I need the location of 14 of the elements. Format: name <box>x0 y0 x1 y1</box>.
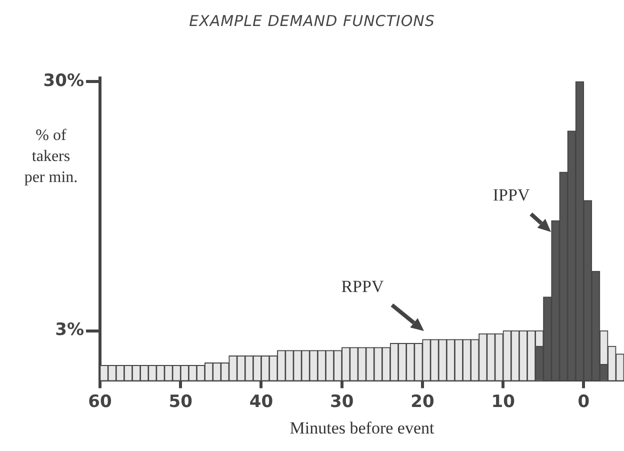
text: RPPV <box>341 276 384 296</box>
x-tick-label: 40 <box>249 392 274 412</box>
x-tick-label: 50 <box>168 392 193 412</box>
x-tick-label: 20 <box>410 392 434 412</box>
x-tick-label: 60 <box>88 392 112 412</box>
x-axis-title: Minutes before event <box>290 418 434 438</box>
x-tick-label: 30 <box>330 392 354 412</box>
chart-title: EXAMPLE DEMAND FUNCTIONS <box>188 12 436 30</box>
series-label: IPPV <box>492 186 530 205</box>
y-axis-title: % of takers per min. <box>23 126 79 188</box>
y-tick-label: 3% <box>55 320 84 340</box>
x-tick-label: 10 <box>491 392 516 412</box>
y-tick-label: 30% <box>43 70 84 91</box>
x-tick-label: 0 <box>578 392 590 412</box>
